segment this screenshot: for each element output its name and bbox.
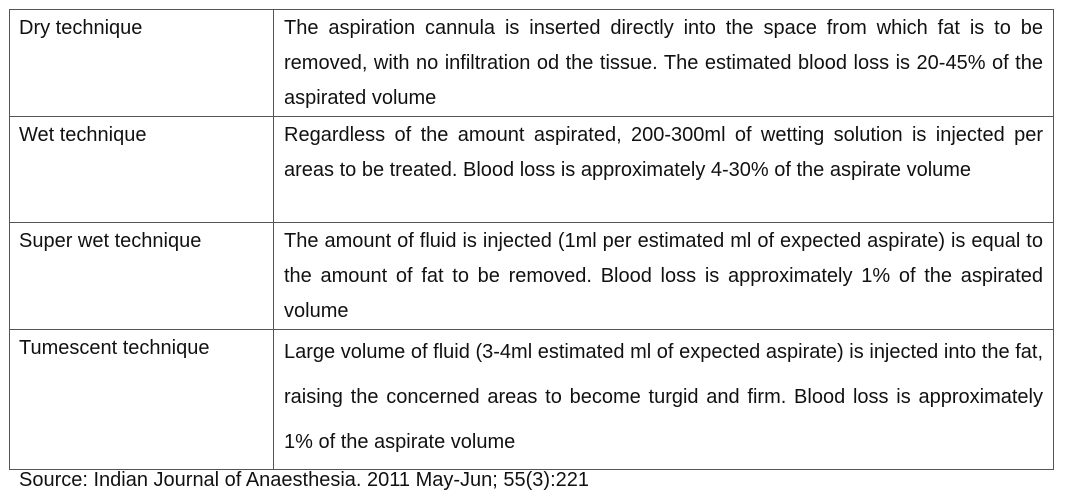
liposuction-techniques-table: Dry technique The aspiration cannula is … (9, 9, 1054, 470)
technique-description-cell: Regardless of the amount aspirated, 200-… (273, 116, 1054, 223)
technique-description-cell: Large volume of fluid (3-4ml estimated m… (273, 329, 1054, 470)
technique-description-cell: The amount of fluid is injected (1ml per… (273, 222, 1054, 330)
document-body: Dry technique The aspiration cannula is … (9, 9, 1054, 470)
technique-name-cell: Tumescent technique (9, 329, 274, 470)
table-row: Super wet technique The amount of fluid … (9, 222, 1054, 330)
table-row: Dry technique The aspiration cannula is … (9, 9, 1054, 117)
table-row: Wet technique Regardless of the amount a… (9, 116, 1054, 223)
technique-name-cell: Wet technique (9, 116, 274, 223)
technique-name-cell: Super wet technique (9, 222, 274, 330)
technique-name-cell: Dry technique (9, 9, 274, 117)
technique-description-cell: The aspiration cannula is inserted direc… (273, 9, 1054, 117)
source-citation: Source: Indian Journal of Anaesthesia. 2… (19, 469, 589, 491)
table-row: Tumescent technique Large volume of flui… (9, 329, 1054, 470)
